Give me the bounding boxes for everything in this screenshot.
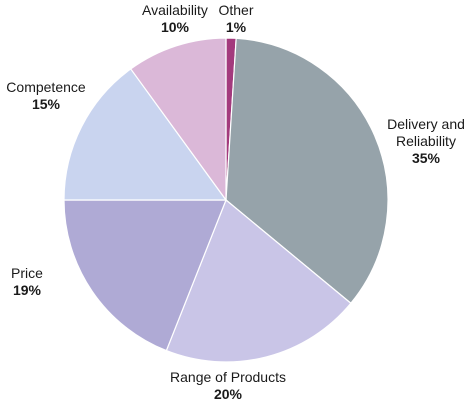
slice-label-value: 20% <box>214 386 243 402</box>
pie-slice-competence <box>63 68 228 201</box>
pie-slice-availability <box>129 37 227 202</box>
slice-label-name: Availability <box>142 2 208 18</box>
pie-slice-price <box>63 199 227 352</box>
slice-label-value: 35% <box>412 150 441 166</box>
pie-slices <box>63 37 389 363</box>
slice-label-name: Delivery and <box>387 116 465 132</box>
slice-label-value: 1% <box>226 19 247 35</box>
slice-label: Price 19% <box>11 265 43 298</box>
slice-label: Range of Products 20% <box>170 369 286 402</box>
slice-label: Other 1% <box>218 2 253 35</box>
slice-label: Competence 15% <box>6 79 86 112</box>
slice-label: Availability 10% <box>142 2 208 35</box>
slice-label-value: 10% <box>161 19 190 35</box>
slice-label-name: Other <box>218 2 253 18</box>
slice-label-name: Competence <box>6 79 86 95</box>
slice-label-value: 15% <box>32 96 61 112</box>
pie-labels: Other 1% Delivery and Reliability 35% Range o… <box>6 2 465 402</box>
slice-label: Delivery and Reliability 35% <box>387 116 465 166</box>
pie-slice-delivery-and-reliability <box>225 37 389 305</box>
slice-label-name: Range of Products <box>170 369 286 385</box>
slice-label-value: 19% <box>13 282 42 298</box>
slice-label-name: Reliability <box>396 133 456 149</box>
pie-slice-range-of-products <box>165 199 352 363</box>
slice-label-name: Price <box>11 265 43 281</box>
